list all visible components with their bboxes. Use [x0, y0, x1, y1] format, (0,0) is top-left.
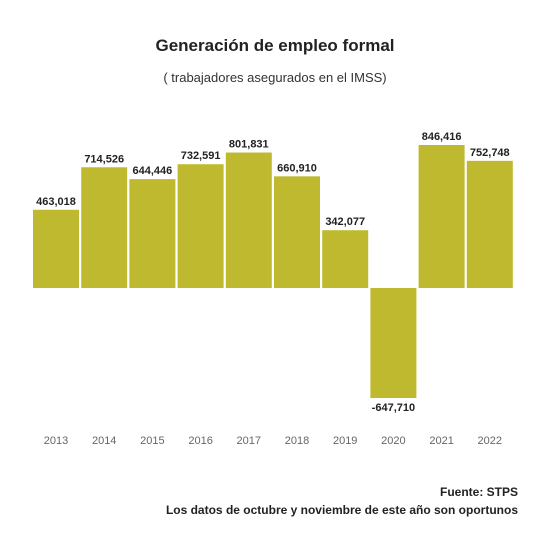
- bar-2018: [274, 176, 320, 288]
- x-tick-2013: 2013: [44, 435, 68, 447]
- bar-2017: [225, 152, 272, 288]
- chart-title: Generación de empleo formal: [155, 36, 395, 55]
- value-label-2013: 463,018: [36, 196, 76, 208]
- x-tick-2015: 2015: [140, 435, 164, 447]
- chart-subtitle: ( trabajadores asegurados en el IMSS): [163, 70, 387, 85]
- data-note: Los datos de octubre y noviembre de este…: [165, 503, 518, 517]
- value-label-2020: -647,710: [372, 402, 415, 414]
- bar-2015: [129, 179, 176, 288]
- value-label-2015: 644,446: [133, 165, 173, 177]
- x-tick-2022: 2022: [478, 435, 502, 447]
- value-label-2014: 714,526: [84, 153, 124, 165]
- bar-chart: 463,018 2013 714,526 2014 644,446 2015 732,591…: [33, 131, 513, 447]
- source-note: Fuente: STPS: [439, 485, 518, 499]
- x-tick-2016: 2016: [188, 435, 212, 447]
- value-label-2019: 342,077: [325, 216, 365, 228]
- bar-2016: [177, 164, 224, 288]
- x-tick-2021: 2021: [429, 435, 453, 447]
- bar-2021: [418, 145, 465, 288]
- bar-2020: [370, 288, 417, 398]
- bar-2019: [322, 230, 369, 288]
- x-tick-2017: 2017: [237, 435, 261, 447]
- value-label-2018: 660,910: [277, 162, 317, 174]
- value-label-2017: 801,831: [229, 139, 269, 151]
- x-tick-2019: 2019: [333, 435, 357, 447]
- value-label-2016: 732,591: [181, 150, 221, 162]
- value-label-2022: 752,748: [470, 147, 510, 159]
- x-tick-2014: 2014: [92, 435, 116, 447]
- x-tick-2018: 2018: [285, 435, 309, 447]
- x-tick-2020: 2020: [381, 435, 405, 447]
- bar-2013: [33, 209, 79, 288]
- value-label-2021: 846,416: [422, 131, 462, 143]
- bar-2022: [466, 160, 513, 288]
- bar-2014: [81, 167, 128, 288]
